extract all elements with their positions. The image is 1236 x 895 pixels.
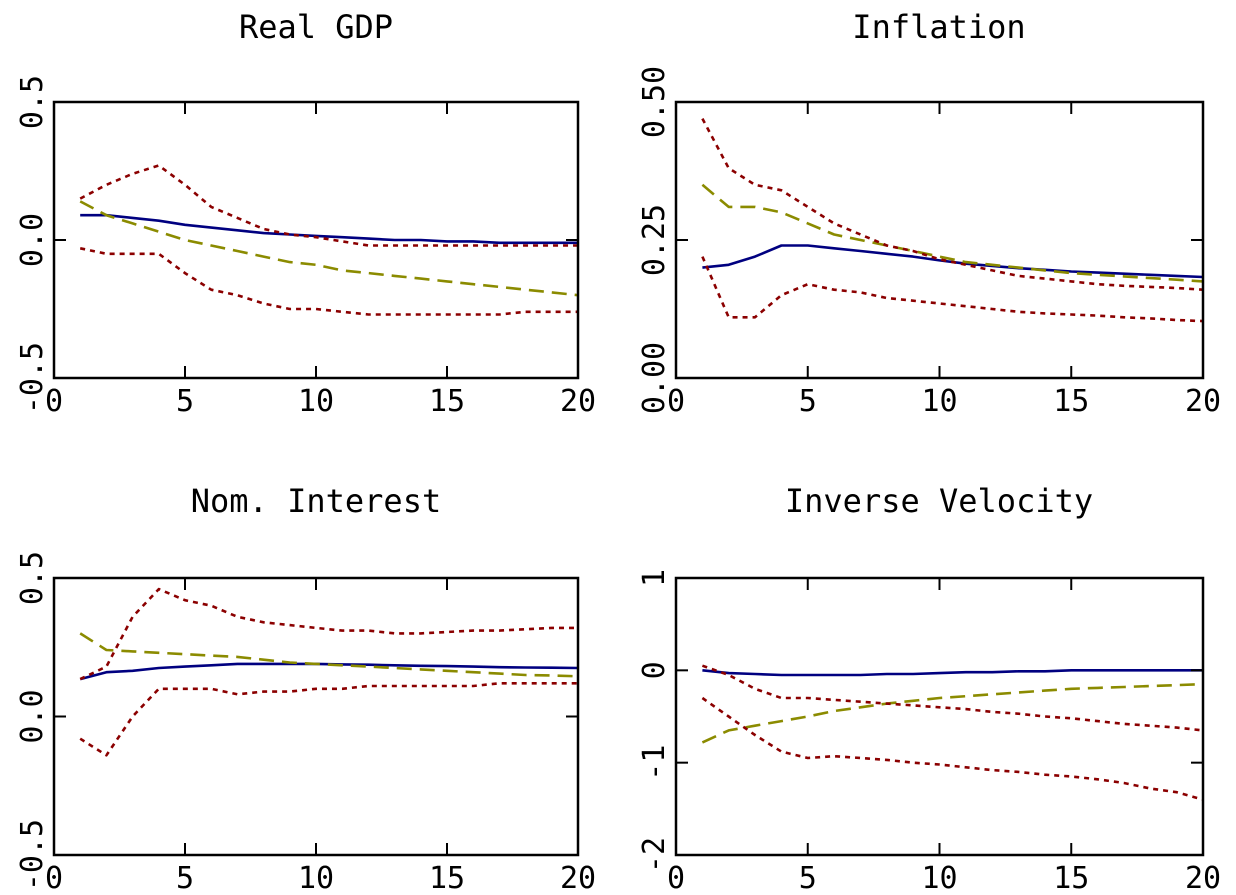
x-tick-label: 15 — [1053, 861, 1089, 895]
series-line — [79, 632, 579, 678]
x-tick-label: 0 — [667, 861, 685, 895]
x-tick-label: 5 — [799, 384, 817, 419]
chart-title: Inflation — [852, 8, 1025, 46]
chart-title: Real GDP — [239, 8, 393, 46]
x-tick-label: 20 — [1185, 861, 1221, 895]
x-tick-label: 15 — [429, 861, 465, 895]
y-tick-label: 0.5 — [15, 551, 50, 605]
x-tick-label: 15 — [1053, 384, 1089, 419]
series-line — [79, 662, 579, 681]
series-line — [79, 247, 578, 316]
x-tick-label: 20 — [560, 861, 596, 895]
series-line — [80, 213, 578, 245]
x-tick-label: 15 — [429, 384, 465, 419]
y-tick-label: 0.5 — [15, 75, 50, 129]
series-line — [702, 668, 1203, 677]
x-tick-label: 0 — [667, 384, 685, 419]
x-tick-label: 10 — [921, 861, 957, 895]
chart-title: Inverse Velocity — [785, 482, 1093, 520]
y-tick-label: -0.5 — [15, 819, 50, 891]
x-tick-label: 5 — [799, 861, 817, 895]
x-tick-label: 10 — [298, 861, 334, 895]
x-tick-label: 0 — [45, 384, 63, 419]
series-line — [701, 256, 1204, 323]
series-line — [79, 681, 578, 757]
y-tick-label: 0 — [637, 661, 672, 679]
chart-panel: Nom. Interest 0 5 10 15 20 -0.5 0.0 0.5 — [15, 482, 596, 895]
y-tick-label: 0.00 — [637, 342, 672, 414]
y-tick-label: 0.50 — [637, 66, 672, 138]
plot-frame — [52, 100, 580, 380]
x-tick-label: 0 — [45, 861, 63, 895]
chart-panel: Inverse Velocity 0 5 10 15 20 -2 -1 0 1 — [637, 482, 1221, 895]
series-line — [701, 183, 1204, 283]
x-tick-label: 10 — [921, 384, 957, 419]
x-tick-label: 5 — [176, 861, 194, 895]
y-tick-label: 0.0 — [15, 689, 50, 743]
series-line — [701, 117, 1204, 291]
y-tick-label: -0.5 — [15, 342, 50, 414]
y-tick-label: 1 — [637, 569, 672, 587]
series-line — [701, 664, 1204, 732]
chart-title: Nom. Interest — [191, 482, 441, 520]
chart-panel: Real GDP 0 5 10 15 20 -0.5 0.0 0.5 — [15, 8, 596, 419]
x-tick-label: 10 — [298, 384, 334, 419]
plot-frame — [674, 100, 1205, 380]
series-line — [79, 200, 579, 297]
y-tick-label: -2 — [637, 837, 672, 873]
plot-frame — [674, 576, 1205, 857]
y-tick-label: -1 — [637, 745, 672, 781]
series-line — [79, 164, 578, 247]
y-tick-label: 0.0 — [15, 213, 50, 267]
x-tick-label: 20 — [560, 384, 596, 419]
series-line — [701, 682, 1204, 744]
series-line — [701, 696, 1204, 801]
chart-panel: Inflation 0 5 10 15 20 0.00 0.25 0.50 — [637, 8, 1221, 419]
y-tick-label: 0.25 — [637, 204, 672, 276]
x-tick-label: 20 — [1185, 384, 1221, 419]
x-tick-label: 5 — [176, 384, 194, 419]
